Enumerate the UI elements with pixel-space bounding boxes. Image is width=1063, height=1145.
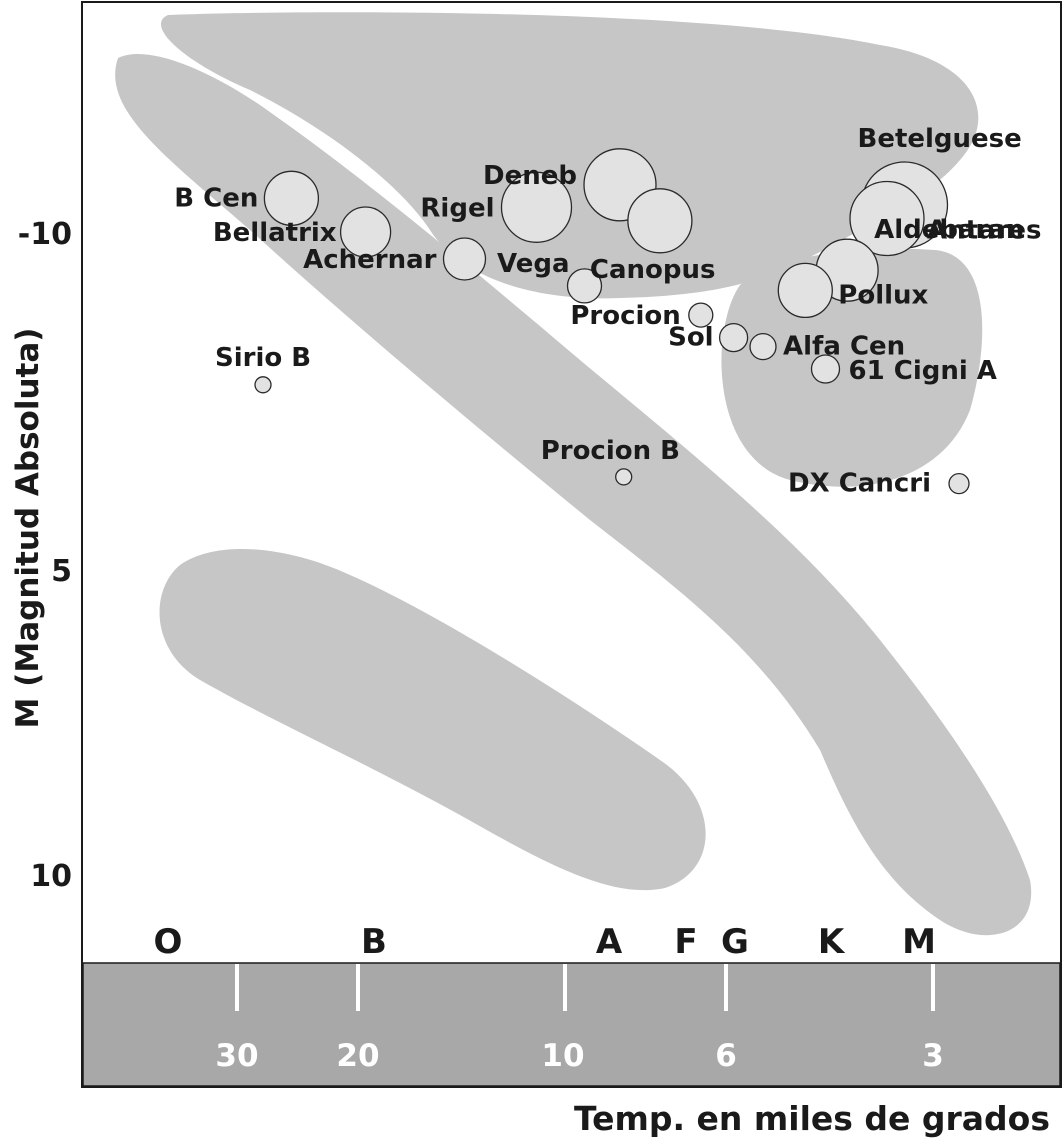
x-axis-title: Temp. en miles de grados — [574, 1099, 1050, 1138]
star-label: Betelguese — [858, 124, 1022, 154]
spectral-class-label: F — [674, 922, 697, 962]
temperature-tick-label: 6 — [715, 1038, 737, 1074]
star-label: Vega — [497, 249, 570, 279]
star-point — [810, 354, 841, 384]
regions — [115, 12, 1032, 936]
spectral-class-label: O — [154, 922, 183, 962]
spectral-class-label: G — [721, 922, 749, 962]
temperature-bar — [82, 962, 1061, 1087]
star-label: Bellatrix — [213, 218, 337, 248]
y-axis: -10 5 10 M (Magnitud Absoluta) — [10, 217, 72, 894]
region-white-dwarfs — [159, 548, 706, 891]
temperature-tick-label: 3 — [922, 1038, 944, 1074]
region-main-sequence — [115, 54, 1032, 936]
y-tick-label: -10 — [18, 217, 72, 252]
y-tick-label: 10 — [30, 859, 72, 894]
star-point — [849, 180, 925, 257]
star-label: Procion — [570, 301, 680, 331]
star-label: Sirio B — [215, 343, 311, 373]
star-label: Rigel — [420, 193, 494, 223]
region-supergiants — [160, 12, 979, 299]
temperature-axis: 30 20 10 6 3 — [82, 962, 1061, 1087]
y-tick-label: 5 — [51, 554, 72, 589]
star-point — [718, 322, 749, 353]
star-label: Procion B — [541, 436, 680, 466]
temperature-tick-label: 20 — [336, 1038, 379, 1074]
star-point — [254, 376, 272, 394]
star-point — [688, 302, 714, 328]
temperature-tick-label: 30 — [215, 1038, 258, 1074]
star-point — [500, 171, 573, 243]
spectral-class-label: K — [818, 922, 846, 962]
star-point — [566, 268, 603, 304]
star-point — [339, 206, 392, 258]
star-label: Aldebaran — [874, 215, 1024, 245]
star-markers — [254, 148, 970, 495]
star-label: Antares — [927, 216, 1042, 246]
star-point — [948, 472, 970, 495]
y-axis-title: M (Magnitud Absoluta) — [10, 328, 46, 729]
star-label: Sol — [668, 323, 714, 353]
star-label: Achernar — [303, 245, 437, 275]
spectral-class-label: M — [902, 922, 936, 962]
star-label: Canopus — [590, 255, 716, 285]
star-label: Deneb — [483, 161, 577, 191]
star-point — [749, 332, 777, 361]
star-label: B Cen — [174, 183, 258, 213]
spectral-class-label: A — [596, 922, 623, 962]
star-point — [442, 237, 487, 281]
star-label: Alfa Cen — [783, 332, 905, 362]
spectral-class-label: B — [361, 922, 387, 962]
spectral-classes: O B A F G K M — [154, 922, 936, 962]
star-point — [777, 262, 833, 319]
temperature-tick-label: 10 — [541, 1038, 584, 1074]
star-point — [627, 188, 693, 254]
star-point — [615, 468, 633, 486]
star-label: DX Cancri — [788, 469, 931, 499]
star-label: 61 Cigni A — [849, 356, 997, 386]
star-label: Pollux — [838, 280, 928, 310]
star-point — [263, 170, 320, 226]
